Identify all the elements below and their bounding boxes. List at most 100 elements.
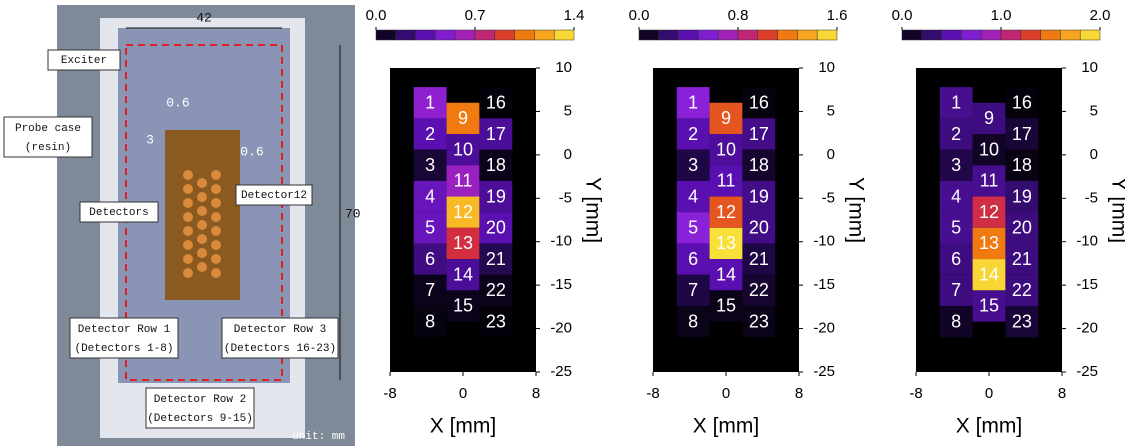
cell-label: 22 bbox=[1012, 280, 1032, 300]
unit-label: unit: mm bbox=[292, 431, 345, 443]
cell-label: 23 bbox=[749, 311, 769, 331]
colorbar-segment bbox=[738, 30, 758, 40]
x-tick-label: -8 bbox=[383, 385, 396, 402]
y-tick-label: -25 bbox=[1076, 363, 1098, 380]
cell-label: 2 bbox=[425, 124, 435, 144]
cell-label: 1 bbox=[425, 92, 435, 112]
colorbar-segment bbox=[922, 30, 942, 40]
colorbar-tick-label: 0.0 bbox=[366, 7, 387, 24]
exciter-label: Exciter bbox=[61, 55, 107, 67]
cell-label: 2 bbox=[951, 124, 961, 144]
cell-label: 2 bbox=[688, 124, 698, 144]
cell-label: 9 bbox=[984, 108, 994, 128]
colorbar-segment bbox=[679, 30, 699, 40]
cell-label: 4 bbox=[951, 186, 961, 206]
cell-label: 16 bbox=[1012, 92, 1032, 112]
detector-dot bbox=[211, 268, 221, 278]
cell-label: 4 bbox=[688, 186, 698, 206]
y-tick-label: -20 bbox=[1076, 320, 1098, 337]
cell-label: 6 bbox=[951, 249, 961, 269]
colorbar-tick-label: 0.7 bbox=[465, 7, 486, 24]
colorbar-segment bbox=[495, 30, 515, 40]
cell-label: 17 bbox=[486, 124, 506, 144]
dim-3: 3 bbox=[146, 132, 154, 147]
x-tick-label: 8 bbox=[1058, 385, 1066, 402]
cell-label: 18 bbox=[486, 155, 506, 175]
colorbar-segment bbox=[758, 30, 778, 40]
row1-label: (Detectors 1-8) bbox=[74, 343, 173, 355]
cell-label: 13 bbox=[453, 233, 473, 253]
x-axis-label: X [mm] bbox=[430, 415, 497, 438]
row3-label: Detector Row 3 bbox=[234, 324, 326, 336]
cell-label: 11 bbox=[980, 171, 999, 191]
cell-label: 23 bbox=[486, 311, 506, 331]
y-axis-label: Y [mm] bbox=[581, 177, 604, 243]
y-tick-label: 5 bbox=[827, 102, 835, 119]
colorbar-segment bbox=[1060, 30, 1080, 40]
x-axis-label: X [mm] bbox=[956, 415, 1023, 438]
probe-case-label: Probe case bbox=[15, 123, 81, 135]
colorbar-segment bbox=[718, 30, 738, 40]
colorbar-segment bbox=[902, 30, 922, 40]
row2-label: (Detectors 9-15) bbox=[147, 413, 253, 425]
cell-label: 15 bbox=[716, 296, 736, 316]
cell-label: 14 bbox=[453, 264, 473, 284]
colorbar-segment bbox=[698, 30, 718, 40]
detector-dot bbox=[197, 262, 207, 272]
colorbar-segment bbox=[455, 30, 475, 40]
x-tick-label: 0 bbox=[985, 385, 993, 402]
cell-label: 7 bbox=[951, 280, 961, 300]
colorbar-tick-label: 2.0 bbox=[1090, 7, 1111, 24]
colorbar-segment bbox=[817, 30, 837, 40]
cell-label: 6 bbox=[425, 249, 435, 269]
x-tick-label: 8 bbox=[795, 385, 803, 402]
cell-label: 5 bbox=[688, 218, 698, 238]
cell-label: 1 bbox=[688, 92, 698, 112]
y-tick-label: -15 bbox=[813, 276, 835, 293]
cell-label: 10 bbox=[453, 139, 473, 159]
cell-label: 5 bbox=[425, 218, 435, 238]
detector-dot bbox=[211, 240, 221, 250]
colorbar-tick-label: 0.0 bbox=[629, 7, 650, 24]
colorbar-segment bbox=[554, 30, 574, 40]
cell-label: 21 bbox=[1012, 249, 1032, 269]
y-tick-label: -25 bbox=[550, 363, 572, 380]
cell-label: 18 bbox=[749, 155, 769, 175]
cell-label: 16 bbox=[749, 92, 769, 112]
cell-label: 12 bbox=[979, 202, 999, 222]
detector-dot bbox=[211, 212, 221, 222]
cell-label: 20 bbox=[1012, 218, 1032, 238]
y-tick-label: -10 bbox=[1076, 233, 1098, 250]
colorbar-segment bbox=[396, 30, 416, 40]
cell-label: 3 bbox=[425, 155, 435, 175]
colorbar-segment bbox=[376, 30, 396, 40]
detector-dot bbox=[197, 234, 207, 244]
detector-dot bbox=[211, 226, 221, 236]
x-axis-label: X [mm] bbox=[693, 415, 760, 438]
detector-dot bbox=[197, 248, 207, 258]
cell-label: 20 bbox=[486, 218, 506, 238]
y-tick-label: -10 bbox=[550, 233, 572, 250]
detector-dot bbox=[197, 178, 207, 188]
cell-label: 16 bbox=[486, 92, 506, 112]
y-tick-label: 10 bbox=[1081, 59, 1098, 76]
detector-dot bbox=[197, 192, 207, 202]
colorbar-segment bbox=[659, 30, 679, 40]
detector-dot bbox=[211, 198, 221, 208]
colorbar-segment bbox=[981, 30, 1001, 40]
cell-label: 3 bbox=[688, 155, 698, 175]
cell-label: 10 bbox=[979, 139, 999, 159]
colorbar-segment bbox=[942, 30, 962, 40]
x-tick-label: -8 bbox=[646, 385, 659, 402]
y-tick-label: -15 bbox=[1076, 276, 1098, 293]
detector-dot bbox=[183, 268, 193, 278]
cell-label: 19 bbox=[1012, 186, 1032, 206]
dim-height: 70 bbox=[345, 206, 361, 221]
cell-label: 5 bbox=[951, 218, 961, 238]
row3-label: (Detectors 16-23) bbox=[224, 343, 336, 355]
cell-label: 17 bbox=[749, 124, 769, 144]
detectors-label: Detectors bbox=[89, 207, 148, 219]
cell-label: 18 bbox=[1012, 155, 1032, 175]
cell-label: 23 bbox=[1012, 311, 1032, 331]
detector-dot bbox=[211, 254, 221, 264]
